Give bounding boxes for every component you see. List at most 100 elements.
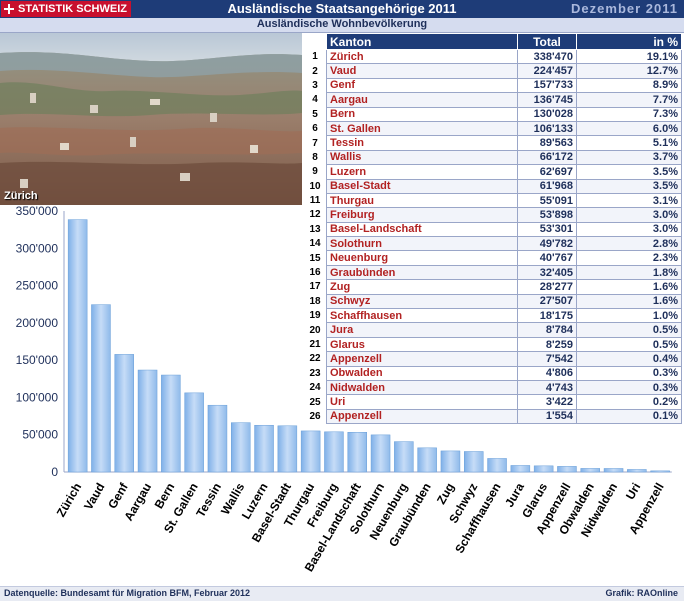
kanton-cell: Appenzell (326, 408, 518, 425)
rank-cell: 8 (304, 150, 327, 165)
table-header-row: Kanton Total in % (304, 33, 682, 50)
rank-cell: 16 (304, 265, 327, 280)
bar (137, 369, 158, 473)
table-row: 6 St. Gallen 106'133 6.0% (304, 120, 682, 137)
total-cell: 1'554 (517, 408, 577, 425)
zurich-city-photo (0, 33, 302, 205)
bar (464, 451, 484, 473)
percent-cell: 7.3% (576, 106, 682, 122)
bar (347, 432, 367, 473)
total-cell: 66'172 (517, 149, 577, 166)
rank-cell: 18 (304, 294, 327, 309)
rank-cell: 22 (304, 351, 327, 367)
table-row: 14 Solothurn 49'782 2.8% (304, 236, 682, 252)
rank-cell: 21 (304, 337, 327, 352)
table-row: 17 Zug 28'277 1.6% (304, 279, 682, 295)
table-row: 3 Genf 157'733 8.9% (304, 77, 682, 94)
rank-cell: 24 (304, 380, 327, 395)
x-category-label: Zug (434, 481, 457, 507)
percent-cell: 3.7% (576, 149, 682, 166)
bar (277, 425, 298, 473)
rank-cell: 5 (304, 107, 327, 122)
kanton-cell: Tessin (326, 135, 518, 151)
bar-chart: 0 50'000 100'000 150'000 200'000 250'000 300'0… (16, 205, 672, 574)
x-category-label: Uri (623, 481, 643, 502)
rank-cell: 14 (304, 236, 327, 251)
kanton-cell: Neuenburg (326, 250, 518, 266)
percent-cell: 1.6% (576, 293, 682, 310)
bar (324, 431, 344, 473)
percent-cell: 0.1% (576, 408, 682, 425)
bar (627, 469, 647, 473)
rank-cell: 1 (304, 49, 327, 64)
table-row: 5 Bern 130'028 7.3% (304, 106, 682, 122)
percent-cell: 8.9% (576, 77, 682, 94)
total-cell: 106'133 (517, 120, 577, 137)
total-cell: 53'301 (517, 221, 577, 238)
bar (650, 470, 670, 473)
kanton-cell: Appenzell (326, 351, 518, 367)
table-row: 7 Tessin 89'563 5.1% (304, 135, 682, 151)
kanton-cell: Basel-Stadt (326, 178, 518, 194)
rank-cell: 17 (304, 279, 327, 295)
total-cell: 32'405 (517, 264, 577, 281)
kanton-cell: Nidwalden (326, 379, 518, 396)
percent-cell: 0.5% (576, 336, 682, 353)
kanton-cell: Wallis (326, 149, 518, 166)
table-row: 15 Neuenburg 40'767 2.3% (304, 250, 682, 266)
kanton-cell: Thurgau (326, 192, 518, 209)
bar (557, 466, 577, 473)
percent-cell: 3.0% (576, 221, 682, 238)
total-cell: 157'733 (517, 77, 577, 94)
x-category-label: Zürich (54, 481, 84, 520)
photo-caption: Zürich (4, 190, 38, 202)
bar (370, 434, 391, 473)
header-total: Total (517, 33, 577, 50)
header-bar: STATISTIK SCHWEIZ Ausländische Staatsang… (0, 0, 684, 18)
rank-cell: 15 (304, 250, 327, 266)
rank-cell: 6 (304, 121, 327, 136)
percent-cell: 19.1% (576, 48, 682, 65)
bar (510, 465, 531, 473)
table-row: 10 Basel-Stadt 61'968 3.5% (304, 178, 682, 194)
percent-cell: 0.5% (576, 322, 682, 338)
percent-cell: 1.6% (576, 279, 682, 295)
table-row: 21 Glarus 8'259 0.5% (304, 336, 682, 353)
statistik-schweiz-logo: STATISTIK SCHWEIZ (1, 1, 131, 17)
total-cell: 338'470 (517, 48, 577, 65)
bar (533, 465, 554, 473)
rank-cell: 20 (304, 322, 327, 338)
kanton-cell: Zürich (326, 48, 518, 65)
percent-cell: 0.3% (576, 365, 682, 381)
chart-subtitle: Ausländische Wohnbevölkerung (256, 18, 428, 30)
total-cell: 224'457 (517, 63, 577, 79)
kanton-cell: Aargau (326, 92, 518, 108)
bar (231, 422, 251, 473)
percent-cell: 2.8% (576, 236, 682, 252)
data-source: Datenquelle: Bundesamt für Migration BFM… (4, 588, 251, 598)
bar (184, 392, 204, 473)
y-tick-label: 250'000 (16, 279, 59, 293)
bar (300, 430, 321, 473)
table-row: 23 Obwalden 4'806 0.3% (304, 365, 682, 381)
bar (487, 458, 507, 473)
table-row: 11 Thurgau 55'091 3.1% (304, 192, 682, 209)
subheader-bar: Ausländische Wohnbevölkerung (0, 18, 684, 33)
percent-cell: 0.4% (576, 351, 682, 367)
rank-cell: 11 (304, 193, 327, 208)
kanton-cell: Schaffhausen (326, 308, 518, 324)
table-row: 24 Nidwalden 4'743 0.3% (304, 379, 682, 396)
rank-cell: 19 (304, 308, 327, 323)
kanton-cell: Zug (326, 279, 518, 295)
y-tick-label: 0 (51, 465, 58, 479)
percent-cell: 1.0% (576, 308, 682, 324)
percent-cell: 3.1% (576, 192, 682, 209)
rank-header (304, 33, 327, 50)
total-cell: 18'175 (517, 308, 577, 324)
total-cell: 136'745 (517, 92, 577, 108)
bar (91, 304, 111, 473)
kanton-cell: Luzern (326, 164, 518, 180)
date-label: Dezember 2011 (571, 1, 678, 16)
total-cell: 89'563 (517, 135, 577, 151)
rank-cell: 12 (304, 207, 327, 223)
